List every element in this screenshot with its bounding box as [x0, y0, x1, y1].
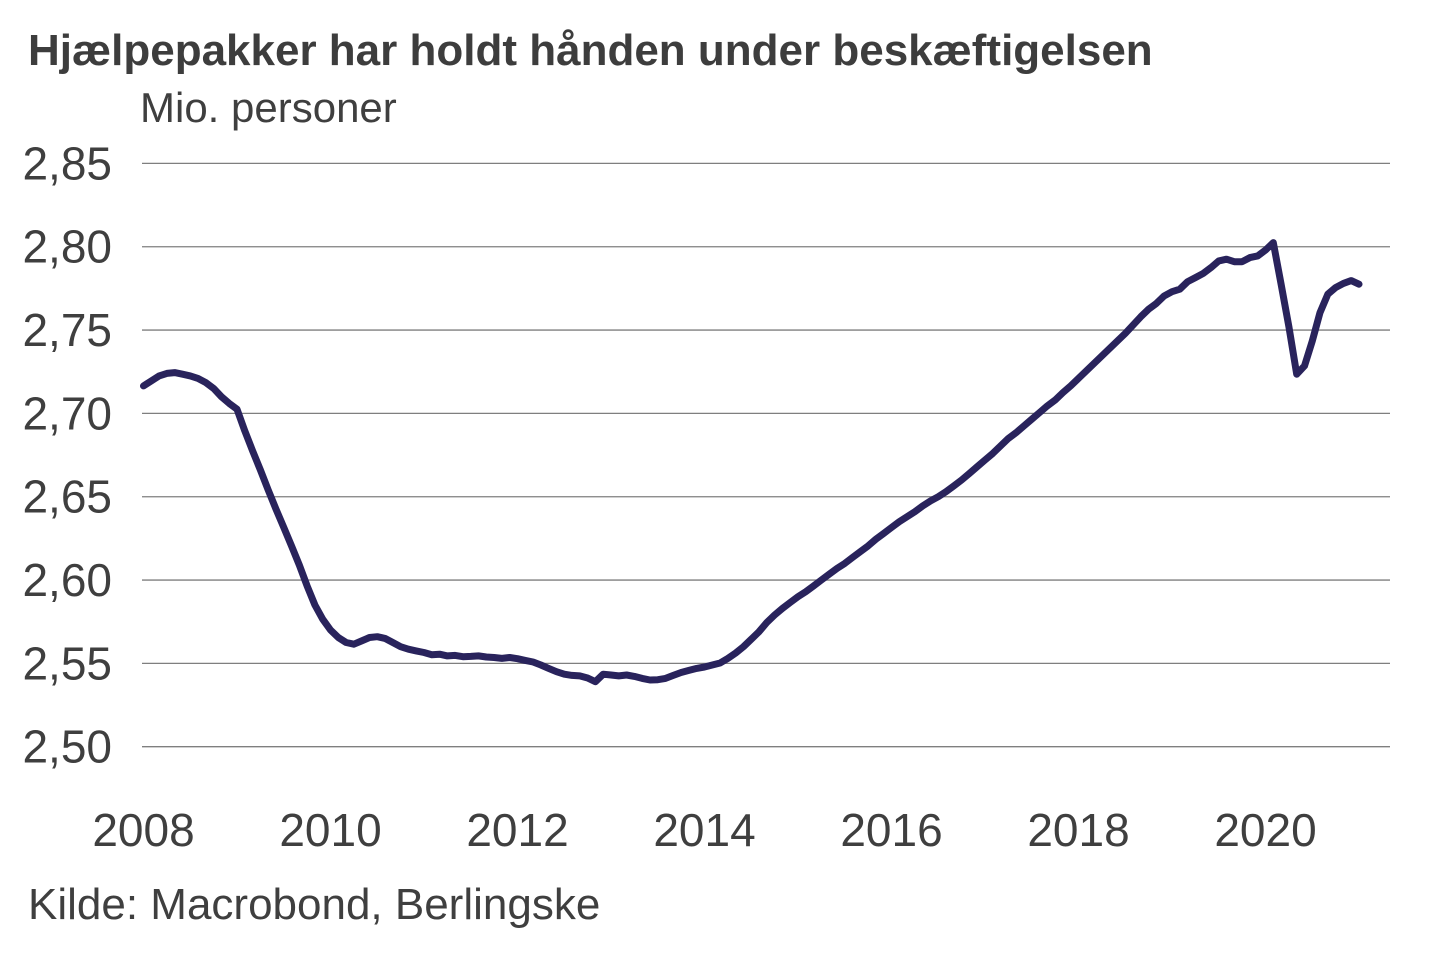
series-layer	[140, 239, 1363, 686]
y-tick-label-2,60: 2,60	[22, 554, 112, 606]
x-tick-label-2014: 2014	[653, 804, 755, 856]
y-tick-label-2,50: 2,50	[22, 721, 112, 773]
chart-title: Hjælpepakker har holdt hånden under besk…	[28, 26, 1153, 75]
gridlines	[142, 162, 1390, 748]
employment-series-line	[140, 239, 1363, 686]
y-tick-label-2,70: 2,70	[22, 387, 112, 439]
y-tick-label-2,75: 2,75	[22, 304, 112, 356]
x-tick-label-2020: 2020	[1214, 804, 1316, 856]
x-axis-labels: 2008 2010 2012 2014 2016 2018 2020	[92, 804, 1316, 856]
source-caption: Kilde: Macrobond, Berlingske	[28, 880, 601, 929]
x-tick-label-2016: 2016	[840, 804, 942, 856]
x-tick-label-2012: 2012	[466, 804, 568, 856]
y-tick-label-2,65: 2,65	[22, 471, 112, 523]
chart-subtitle: Mio. personer	[140, 84, 397, 131]
y-tick-label-2,80: 2,80	[22, 221, 112, 273]
y-tick-label-2,55: 2,55	[22, 637, 112, 689]
y-axis-labels: 2,85 2,80 2,75 2,70 2,65 2,60 2,55 2,50	[22, 137, 112, 772]
x-tick-label-2018: 2018	[1027, 804, 1129, 856]
y-tick-label-2,85: 2,85	[22, 137, 112, 189]
x-tick-label-2008: 2008	[92, 804, 194, 856]
x-tick-label-2010: 2010	[279, 804, 381, 856]
